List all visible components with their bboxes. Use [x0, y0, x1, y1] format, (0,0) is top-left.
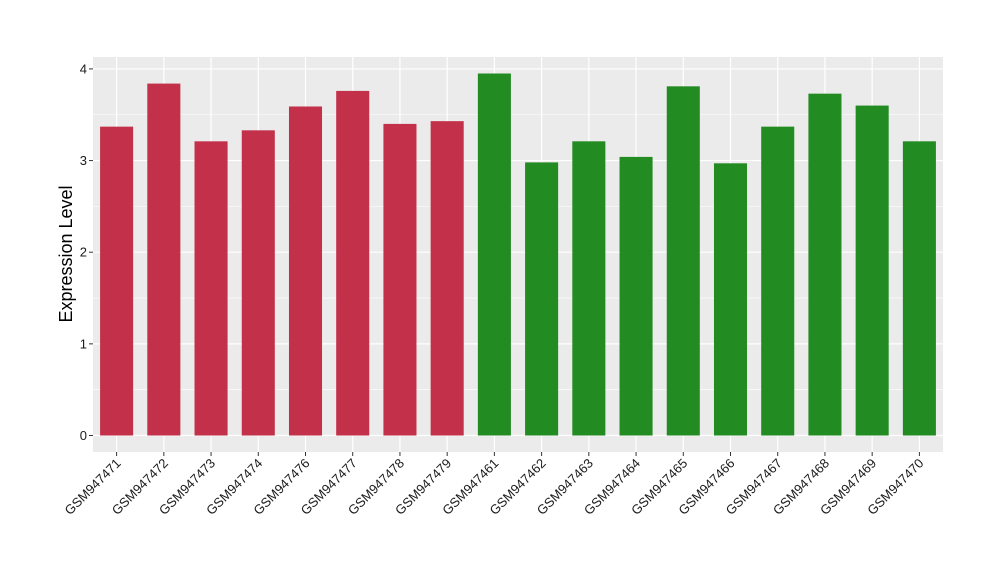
bar-GSM947467: [761, 126, 795, 436]
y-tick-label: 0: [80, 428, 87, 443]
bar-GSM947471: [100, 126, 134, 436]
plot-panel: [93, 57, 943, 452]
bar-GSM947468: [808, 93, 842, 436]
y-tick-label: 1: [80, 336, 87, 351]
y-tick-label: 3: [80, 153, 87, 168]
bar-GSM947465: [666, 86, 700, 436]
y-axis: 0 1 2 3 4: [80, 61, 93, 443]
bar-GSM947474: [241, 130, 275, 436]
bar-GSM947463: [572, 141, 606, 436]
bar-GSM947466: [713, 163, 748, 436]
bar-GSM947477: [336, 90, 370, 436]
bar-GSM947476: [288, 106, 323, 436]
bar-GSM947469: [855, 105, 889, 436]
bar-GSM947473: [194, 141, 228, 436]
bar-GSM947464: [619, 156, 653, 436]
bar-GSM947472: [147, 83, 181, 436]
bar-GSM947470: [902, 141, 936, 436]
bar-GSM947461: [477, 73, 511, 436]
y-tick-label: 2: [80, 245, 87, 260]
y-tick-label: 4: [80, 61, 87, 76]
bar-GSM947478: [383, 123, 417, 436]
bars: [100, 73, 936, 436]
y-axis-title: Expression Level: [56, 185, 76, 322]
x-axis: GSM947471GSM947472GSM947473GSM947474GSM9…: [62, 452, 927, 518]
bar-GSM947462: [525, 162, 559, 436]
bar-GSM947479: [430, 121, 464, 436]
